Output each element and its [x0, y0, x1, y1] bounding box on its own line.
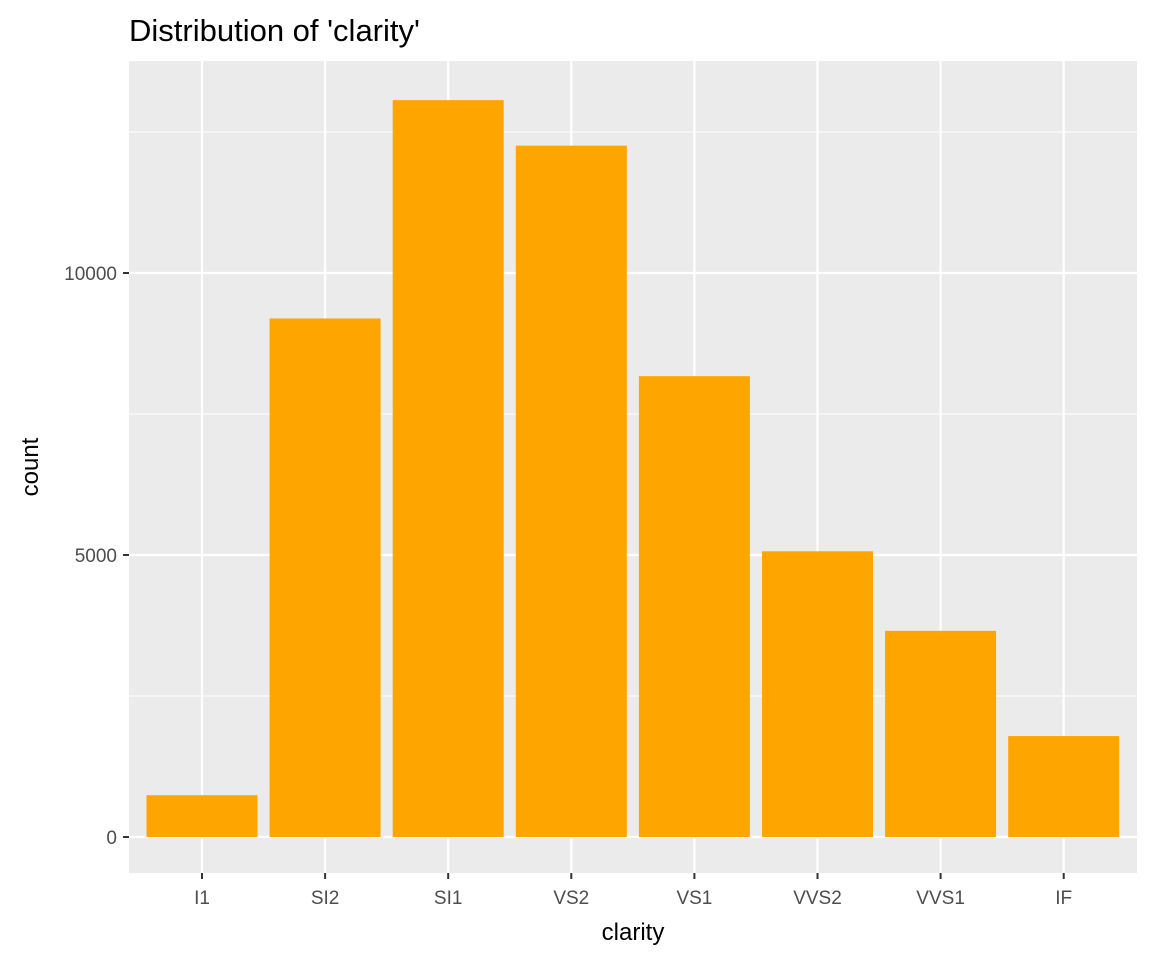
y-tick-label: 0	[106, 828, 117, 849]
x-tick-label: VS2	[553, 888, 589, 909]
x-tick-label: VVS1	[916, 888, 965, 909]
x-axis-title: clarity	[602, 919, 665, 946]
bar-vs1	[638, 376, 750, 837]
x-tick-label: IF	[1055, 888, 1072, 909]
bar-si1	[392, 100, 504, 837]
bar-vs2	[515, 145, 627, 837]
x-tick-label: VS1	[676, 888, 712, 909]
bar-si2	[269, 318, 381, 838]
y-tick-label: 5000	[75, 546, 117, 567]
bars	[146, 100, 1120, 838]
y-axis-title: count	[17, 437, 44, 496]
x-tick-label: VVS2	[793, 888, 842, 909]
x-tick-label: SI1	[434, 888, 463, 909]
x-tick-label: I1	[194, 888, 210, 909]
bar-vvs2	[762, 551, 873, 837]
bar-vvs1	[885, 630, 997, 837]
bar-if	[1008, 736, 1120, 837]
x-tick-label: SI2	[311, 888, 340, 909]
axes: 0 5000 10000 I1 SI2 SI1 VS2 VS1 VVS2 VVS1 IF	[64, 264, 1072, 909]
y-tick-label: 10000	[64, 264, 117, 285]
chart-title: Distribution of 'clarity'	[129, 13, 420, 48]
bar-i1	[146, 795, 258, 837]
